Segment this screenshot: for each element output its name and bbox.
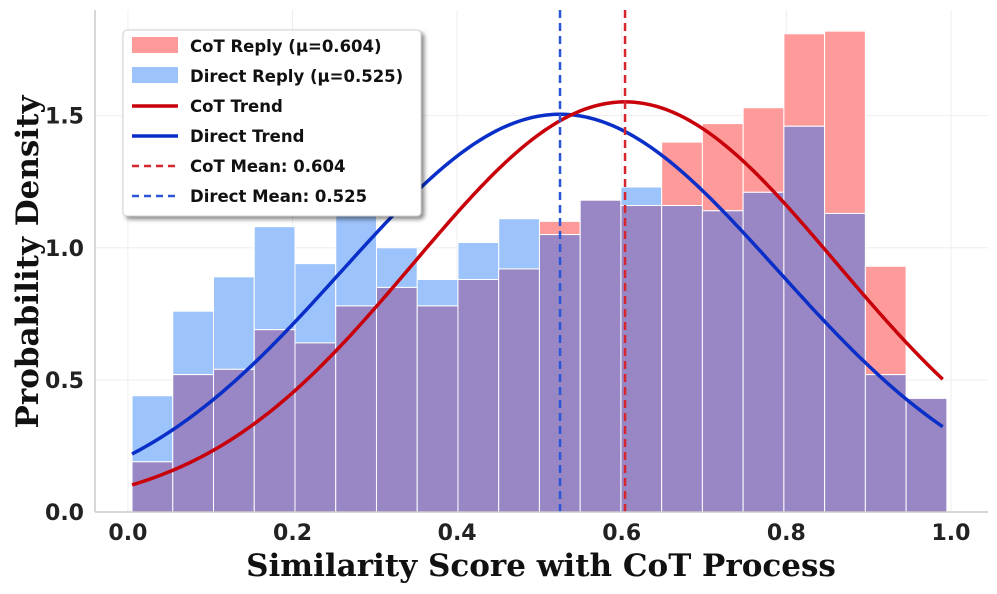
overlap-bar — [824, 212, 866, 513]
overlap-bar — [375, 286, 418, 513]
direct-reply-bar — [335, 210, 377, 307]
legend-label-cot-reply: CoT Reply (μ=0.604) — [190, 37, 382, 56]
direct-trend-curve — [131, 112, 944, 456]
overlap-bar — [416, 305, 459, 513]
direct-reply-bar — [253, 226, 296, 331]
legend-label-direct-mean: Direct Mean: 0.525 — [190, 187, 367, 206]
direct-reply-bar — [213, 276, 255, 370]
x-tick-label: 0.0 — [108, 521, 147, 546]
y-tick-label: 1.5 — [45, 105, 84, 130]
overlap-bar — [172, 374, 215, 513]
y-tick-label: 1.0 — [45, 237, 84, 262]
x-tick-label: 0.8 — [767, 521, 806, 546]
direct-reply-bar — [498, 218, 540, 270]
overlap-bar — [213, 368, 255, 513]
x-tick-label: 0.2 — [273, 521, 312, 546]
x-tick-label: 1.0 — [931, 521, 970, 546]
trend-curves — [131, 100, 944, 487]
x-tick-label: 0.4 — [438, 521, 477, 546]
y-axis-title: Probability Density — [10, 95, 46, 429]
cot-reply-bar — [783, 33, 826, 127]
mean-lines — [558, 10, 627, 512]
legend-swatch-direct-reply — [132, 67, 178, 83]
overlap-bar — [701, 210, 744, 513]
overlap-bar — [579, 199, 622, 513]
legend-swatch-cot-reply — [132, 37, 178, 53]
cot-trend-curve — [131, 100, 944, 487]
overlap-bar — [864, 374, 907, 513]
x-tick-labels: 0.0 0.2 0.4 0.6 0.8 1.0 — [108, 521, 970, 546]
overlap-bar — [498, 268, 540, 513]
overlap-bar — [661, 205, 703, 513]
y-tick-label: 0.0 — [45, 501, 84, 526]
overlap-bar — [783, 125, 826, 513]
cot-reply-bar — [824, 30, 866, 214]
overlap-bar — [620, 205, 663, 513]
y-tick-labels: 0.0 0.5 1.0 1.5 — [45, 105, 84, 526]
legend-box — [122, 29, 422, 217]
overlap-bar — [335, 305, 377, 513]
overlap-bar — [457, 278, 500, 513]
overlap-bar — [294, 342, 337, 513]
overlap-bar — [905, 397, 948, 513]
legend: CoT Reply (μ=0.604) Direct Reply (μ=0.52… — [122, 29, 422, 217]
x-axis-title: Similarity Score with CoT Process — [246, 548, 836, 584]
x-tick-label: 0.6 — [602, 521, 641, 546]
histogram-bars — [131, 30, 948, 513]
y-tick-label: 0.5 — [45, 369, 84, 394]
direct-reply-bar — [416, 278, 459, 307]
legend-label-direct-reply: Direct Reply (μ=0.525) — [190, 67, 403, 86]
direct-reply-bar — [620, 186, 663, 207]
cot-reply-bar — [742, 107, 785, 193]
direct-reply-bar — [294, 263, 337, 344]
legend-label-cot-trend: CoT Trend — [190, 97, 283, 116]
direct-reply-bar — [457, 242, 500, 280]
overlap-bar — [131, 461, 174, 513]
legend-label-cot-mean: CoT Mean: 0.604 — [190, 157, 345, 176]
direct-reply-bar — [172, 310, 215, 376]
legend-label-direct-trend: Direct Trend — [190, 127, 304, 146]
